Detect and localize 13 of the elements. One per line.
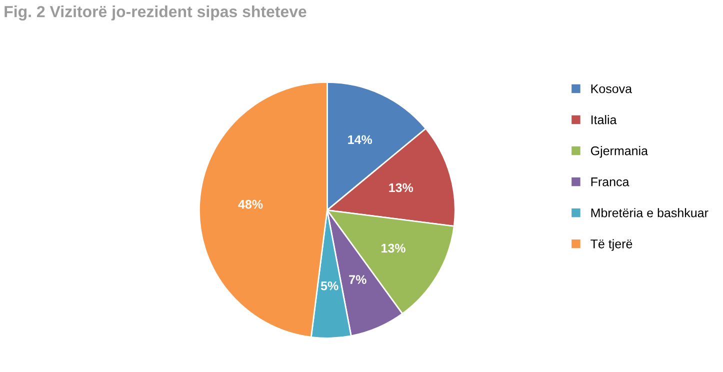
chart-title: Fig. 2 Vizitorë jo-rezident sipas shteteve <box>4 6 306 20</box>
data-label: 48% <box>238 200 263 209</box>
data-label: 5% <box>320 281 338 290</box>
data-label: 7% <box>349 275 366 284</box>
data-label: 13% <box>382 244 406 253</box>
legend-label: Franca <box>591 178 630 186</box>
legend-label: Mbretëria e bashkuar <box>591 208 708 218</box>
data-label: 14% <box>348 135 372 144</box>
legend-label: Gjermania <box>590 146 648 158</box>
legend-label: Italia <box>591 115 617 124</box>
legend-label: Kosova <box>591 84 632 94</box>
legend-label: Të tjerë <box>590 239 632 251</box>
data-label: 13% <box>389 183 414 192</box>
